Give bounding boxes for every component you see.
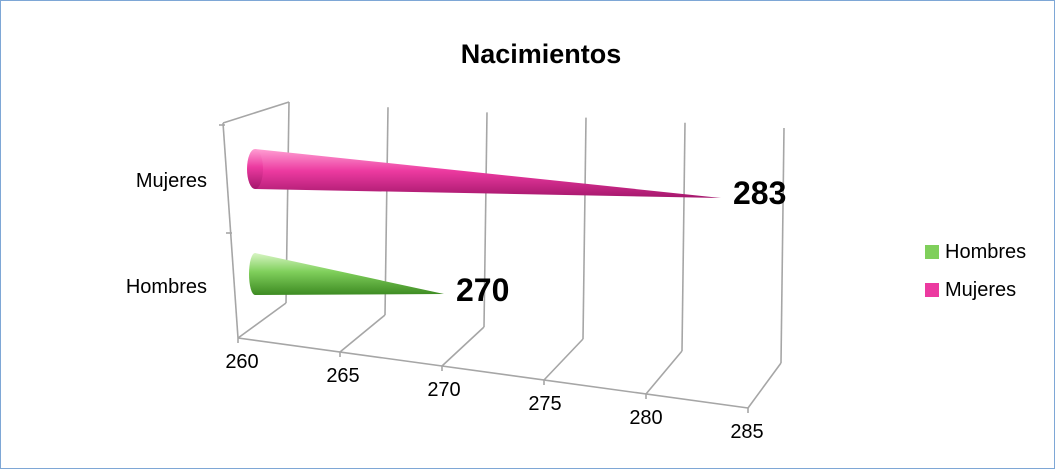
chart-title: Nacimientos [461, 39, 622, 69]
gridlines [237, 101, 785, 413]
tick-label: 280 [629, 407, 662, 429]
gridline-floor [747, 362, 782, 409]
gridline-floor [441, 326, 485, 367]
tick-label: 285 [730, 421, 763, 443]
legend-item-mujeres: Mujeres [925, 279, 1026, 301]
tick-labels: 260 265 270 275 280 285 [225, 351, 763, 443]
axes [219, 101, 749, 409]
legend-swatch-mujeres [925, 283, 939, 297]
legend-item-hombres: Hombres [925, 241, 1026, 263]
tick-label: 270 [427, 379, 460, 401]
category-labels: Hombres Mujeres [126, 170, 207, 298]
tick-label: 265 [326, 365, 359, 387]
gridline-wall [780, 127, 785, 364]
cone-mujeres [255, 149, 721, 198]
data-label-hombres: 270 [456, 272, 509, 308]
cone-hombres [255, 253, 444, 295]
cones [247, 149, 721, 295]
category-label: Mujeres [136, 170, 207, 192]
category-label: Hombres [126, 276, 207, 298]
legend-label-hombres: Hombres [945, 240, 1027, 263]
legend-label-mujeres: Mujeres [945, 278, 1017, 301]
gridline-floor [237, 302, 287, 339]
gridline-wall [681, 122, 686, 352]
data-labels: 270 283 [456, 175, 786, 308]
gridline-floor [339, 314, 386, 353]
gridline-floor [543, 338, 584, 381]
value-axis [237, 337, 749, 409]
category-axis [222, 122, 239, 339]
gridline-wall [582, 117, 587, 340]
legend-swatch-hombres [925, 245, 939, 259]
tick-label: 275 [528, 393, 561, 415]
gridline-floor [645, 350, 683, 395]
wall-top [222, 101, 290, 124]
tick-label: 260 [225, 351, 258, 373]
data-label-mujeres: 283 [733, 175, 786, 211]
cone-base-hombres [249, 253, 261, 295]
gridline-wall [384, 107, 389, 316]
gridline-wall [483, 112, 488, 328]
legend: Hombres Mujeres [925, 241, 1026, 317]
cone-base-mujeres [247, 149, 263, 189]
